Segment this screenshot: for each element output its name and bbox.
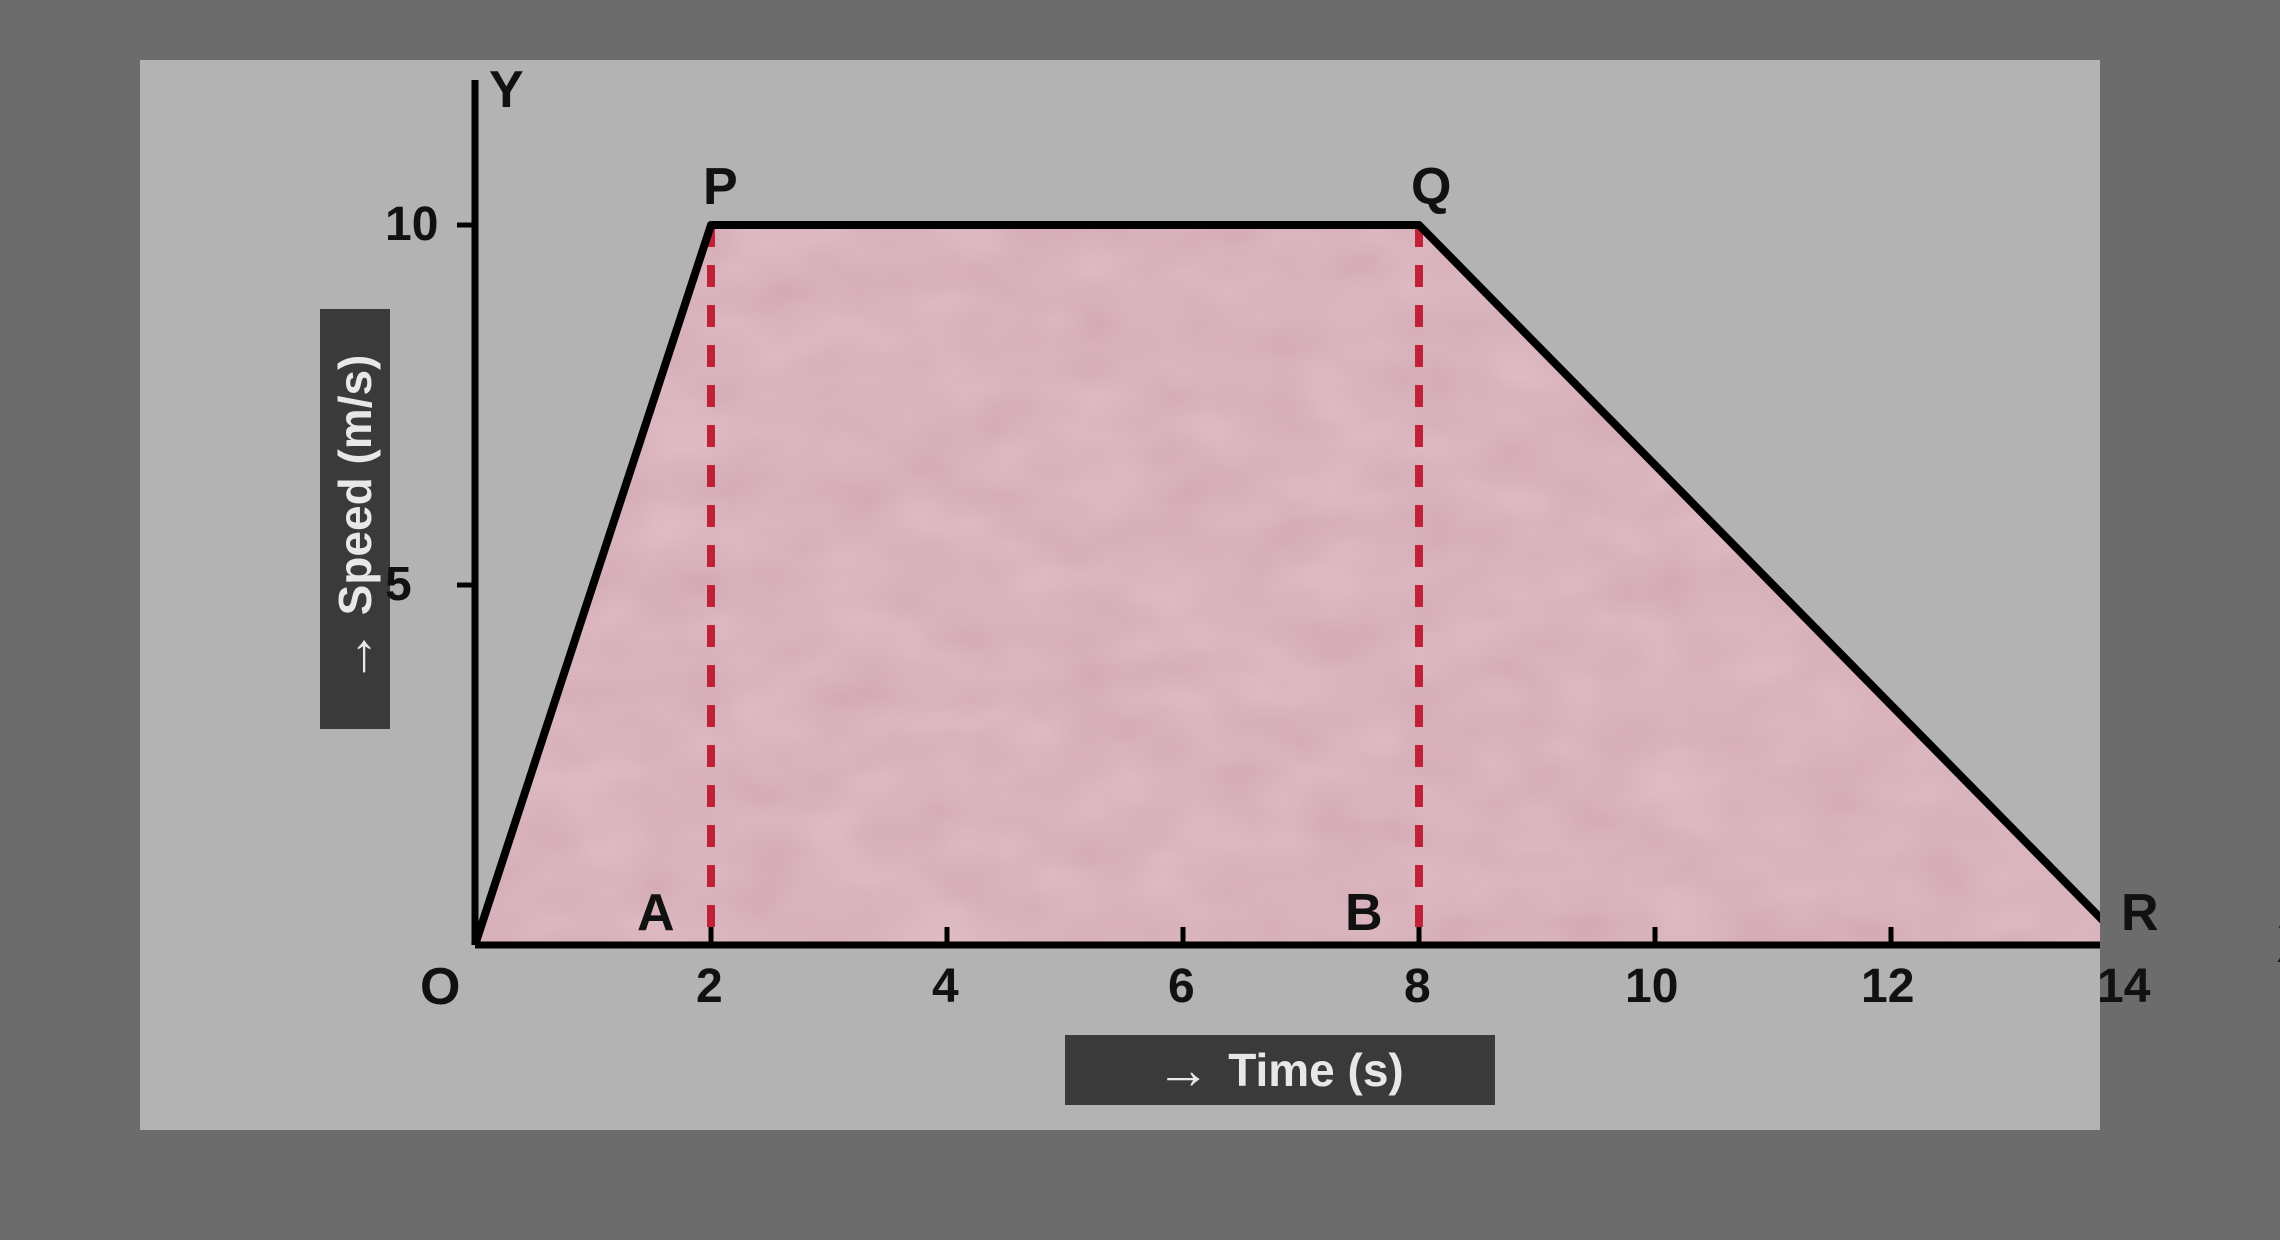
point-label-R: R bbox=[2121, 883, 2159, 943]
outer-frame: → Speed (m/s) → Time (s) OXY246810121451… bbox=[0, 0, 2280, 1240]
y-axis-label-band: → Speed (m/s) bbox=[320, 309, 390, 729]
x-tick-4: 4 bbox=[932, 959, 959, 1014]
point-label-P: P bbox=[703, 157, 738, 217]
x-tick-8: 8 bbox=[1404, 959, 1431, 1014]
y-tick-10: 10 bbox=[385, 197, 438, 252]
origin-label: O bbox=[420, 957, 460, 1017]
x-tick-14: 14 bbox=[2097, 959, 2150, 1014]
x-axis-label: Time (s) bbox=[1228, 1043, 1404, 1097]
arrow-right-icon: → bbox=[324, 629, 386, 683]
x-tick-12: 12 bbox=[1861, 959, 1914, 1014]
y-axis-label: Speed (m/s) bbox=[328, 355, 382, 616]
plot-area: → Speed (m/s) → Time (s) OXY246810121451… bbox=[140, 60, 2100, 1130]
arrow-right-icon: → bbox=[1156, 1039, 1210, 1101]
drop-label-A: A bbox=[637, 883, 675, 943]
point-label-Q: Q bbox=[1411, 157, 1451, 217]
drop-label-B: B bbox=[1345, 883, 1383, 943]
y-axis-letter: Y bbox=[489, 60, 524, 120]
x-tick-2: 2 bbox=[696, 959, 723, 1014]
x-tick-10: 10 bbox=[1625, 959, 1678, 1014]
y-tick-5: 5 bbox=[385, 557, 412, 612]
x-axis-label-band: → Time (s) bbox=[1065, 1035, 1495, 1105]
x-tick-6: 6 bbox=[1168, 959, 1195, 1014]
